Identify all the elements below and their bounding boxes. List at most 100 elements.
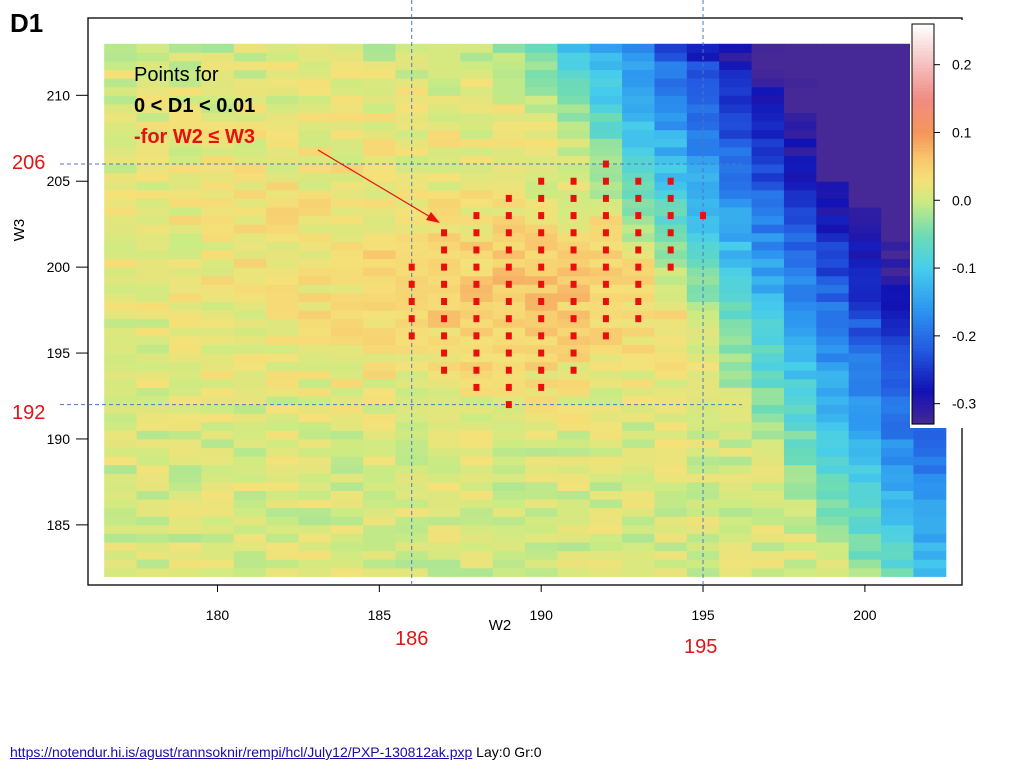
heatmap-cell <box>525 207 558 217</box>
heatmap-cell <box>622 164 655 174</box>
heatmap-cell <box>557 516 591 526</box>
heatmap-cell <box>266 542 299 552</box>
heatmap-cell <box>492 318 526 328</box>
heatmap-cell <box>686 387 720 397</box>
heatmap-cell <box>816 95 850 105</box>
heatmap-cell <box>654 507 688 517</box>
heatmap-cell <box>104 95 138 105</box>
heatmap-cell <box>557 507 591 517</box>
heatmap-cell <box>395 43 429 53</box>
heatmap-cell <box>654 52 688 62</box>
x-axis-label: W2 <box>489 617 512 634</box>
colorbar-segment <box>912 77 934 82</box>
heatmap-cell <box>654 353 688 363</box>
heatmap-cell <box>201 430 235 440</box>
heatmap-cell <box>492 172 526 182</box>
heatmap-cell <box>136 567 170 577</box>
highlight-point <box>505 366 512 374</box>
heatmap-cell <box>168 516 202 526</box>
heatmap-cell <box>751 473 785 483</box>
heatmap-cell <box>783 335 817 345</box>
heatmap-cell <box>492 181 526 191</box>
heatmap-cell <box>525 353 558 363</box>
heatmap-cell <box>330 447 364 457</box>
colorbar-segment <box>912 284 934 288</box>
heatmap-cell <box>557 249 591 260</box>
colorbar-segment <box>912 264 934 268</box>
highlight-point <box>408 298 415 305</box>
heatmap-cell <box>460 344 494 354</box>
heatmap-cell <box>654 378 688 388</box>
colorbar-segment <box>912 194 934 198</box>
heatmap-cell <box>136 464 170 474</box>
heatmap-cell <box>654 327 688 337</box>
heatmap-cell <box>298 284 332 294</box>
heatmap-cell <box>719 224 753 234</box>
heatmap-cell <box>783 112 817 122</box>
heatmap-cell <box>298 310 332 320</box>
heatmap-cell <box>492 292 526 302</box>
heatmap-cell <box>136 207 170 217</box>
heatmap-cell <box>168 155 202 165</box>
heatmap-cell <box>492 275 526 285</box>
heatmap-cell <box>848 43 882 53</box>
heatmap-cell <box>816 516 850 526</box>
heatmap-cell <box>330 396 364 406</box>
heatmap-cell <box>848 232 882 242</box>
source-link[interactable]: https://notendur.hi.is/agust/rannsoknir/… <box>10 744 473 760</box>
heatmap-cell <box>622 95 655 105</box>
heatmap-cell <box>492 284 526 294</box>
heatmap-cell <box>719 387 753 397</box>
colorbar-segment <box>912 354 934 358</box>
heatmap-cell <box>589 69 623 79</box>
heatmap-cell <box>751 542 785 552</box>
heatmap-cell <box>233 456 267 466</box>
heatmap-cell <box>298 189 332 199</box>
heatmap-cell <box>719 189 753 199</box>
heatmap-cell <box>201 146 235 156</box>
heatmap-cell <box>363 361 397 371</box>
heatmap-cell <box>330 413 364 423</box>
heatmap-cell <box>363 353 397 363</box>
heatmap-cell <box>783 430 817 440</box>
heatmap-cell <box>460 112 494 122</box>
heatmap-cell <box>589 533 623 543</box>
heatmap-cell <box>525 516 558 526</box>
heatmap-cell <box>589 567 623 577</box>
heatmap-cell <box>492 258 526 268</box>
heatmap-cell <box>783 249 817 260</box>
heatmap-cell <box>622 559 655 569</box>
heatmap-cell <box>460 387 494 397</box>
heatmap-cell <box>136 524 170 534</box>
heatmap-cell <box>557 361 591 371</box>
heatmap-cell <box>751 533 785 543</box>
heatmap-cell <box>363 275 397 285</box>
heatmap-cell <box>719 396 753 406</box>
heatmap-cell <box>460 129 494 139</box>
highlight-point <box>473 212 480 220</box>
heatmap-cell <box>104 361 138 371</box>
heatmap-cell <box>848 318 882 328</box>
heatmap-cell <box>168 567 202 577</box>
heatmap-cell <box>589 524 623 534</box>
heatmap-cell <box>751 86 785 96</box>
heatmap-cell <box>783 490 817 500</box>
heatmap-cell <box>751 318 785 328</box>
heatmap-cell <box>492 52 526 62</box>
heatmap-cell <box>654 43 688 53</box>
heatmap-cell <box>751 438 785 449</box>
heatmap-cell <box>751 112 785 122</box>
colorbar-segment <box>912 90 934 95</box>
colorbar-segment <box>912 190 934 195</box>
heatmap-cell <box>330 215 364 225</box>
highlight-points <box>408 160 707 409</box>
heatmap-cell <box>168 43 202 53</box>
colorbar: 0.20.10.0-0.1-0.2-0.3 <box>910 20 986 428</box>
heatmap-cell <box>525 396 558 406</box>
heatmap-cell <box>298 559 332 569</box>
heatmap-cell <box>104 421 138 431</box>
heatmap-cell <box>233 284 267 294</box>
heatmap-cell <box>136 146 170 156</box>
heatmap-cell <box>427 69 461 79</box>
